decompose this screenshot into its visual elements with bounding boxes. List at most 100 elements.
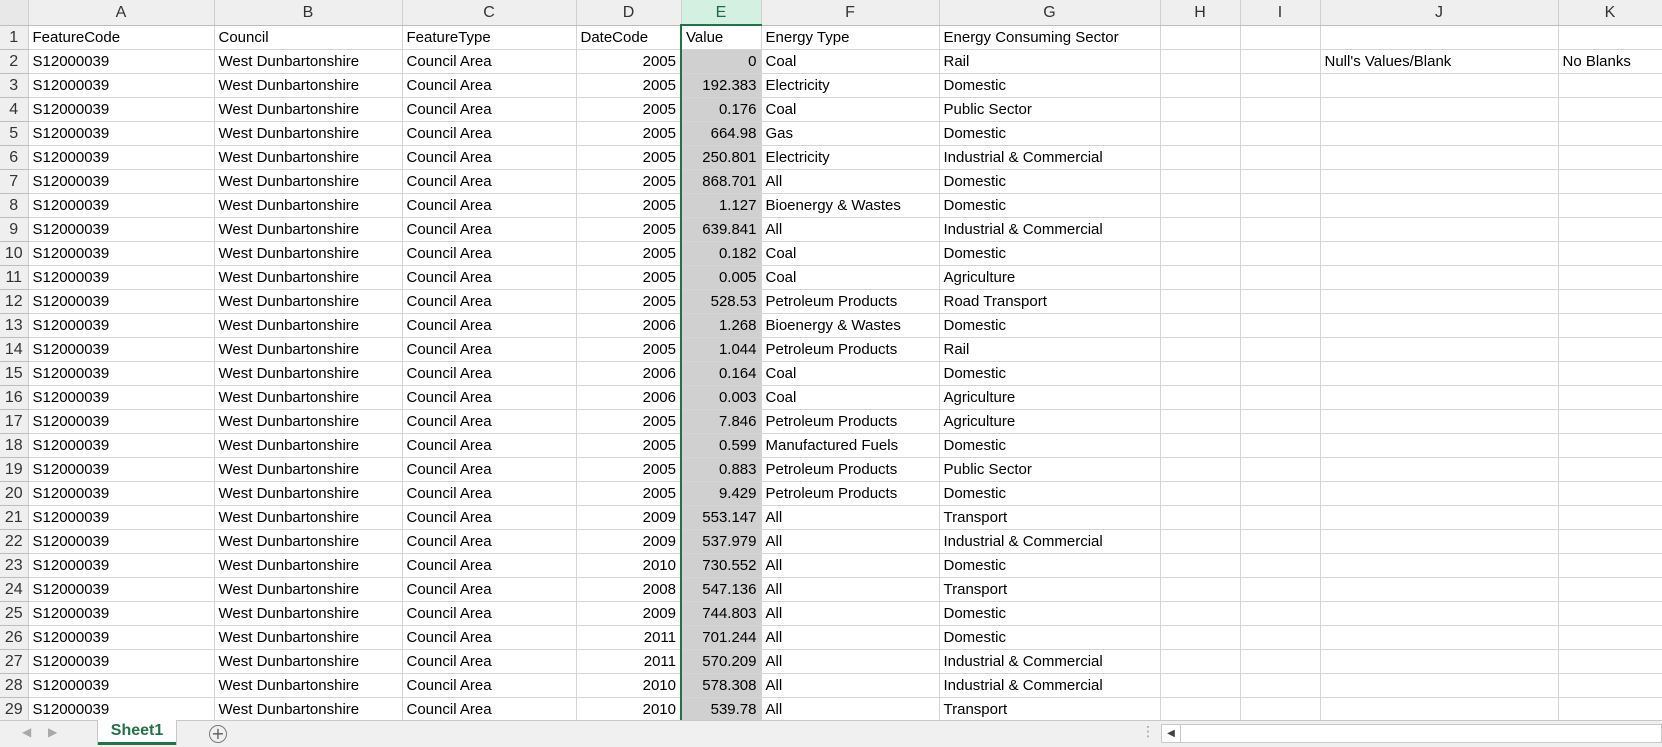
cell-j[interactable]: [1320, 673, 1559, 698]
cell-j[interactable]: [1320, 337, 1559, 362]
cell-b[interactable]: West Dunbartonshire: [214, 601, 403, 626]
cell-i[interactable]: [1240, 673, 1321, 698]
cell-g[interactable]: Industrial & Commercial: [939, 673, 1161, 698]
cell-d[interactable]: 2005: [576, 193, 682, 218]
cell-k[interactable]: [1558, 169, 1662, 194]
cell-d[interactable]: 2008: [576, 577, 682, 602]
cell-i[interactable]: [1240, 145, 1321, 170]
cell-c[interactable]: Council Area: [402, 577, 577, 602]
cell-f[interactable]: Coal: [761, 241, 940, 266]
cell-f[interactable]: All: [761, 649, 940, 674]
cell-f[interactable]: Petroleum Products: [761, 289, 940, 314]
cell-b[interactable]: West Dunbartonshire: [214, 121, 403, 146]
cell-h[interactable]: [1160, 145, 1241, 170]
cell-f[interactable]: All: [761, 625, 940, 650]
cell-h[interactable]: [1160, 49, 1241, 74]
row-header[interactable]: 1: [0, 25, 29, 50]
cell-f[interactable]: Bioenergy & Wastes: [761, 313, 940, 338]
cell-e[interactable]: Value: [680, 24, 762, 50]
tab-splitter-handle[interactable]: ⋮: [1141, 724, 1155, 740]
cell-e[interactable]: 0.164: [680, 361, 762, 386]
cell-j[interactable]: [1320, 217, 1559, 242]
cell-i[interactable]: [1240, 553, 1321, 578]
cell-a[interactable]: S12000039: [28, 97, 215, 122]
cell-h[interactable]: [1160, 601, 1241, 626]
cell-c[interactable]: Council Area: [402, 217, 577, 242]
cell-f[interactable]: All: [761, 553, 940, 578]
row-header[interactable]: 26: [0, 625, 29, 650]
cell-f[interactable]: Petroleum Products: [761, 337, 940, 362]
cell-b[interactable]: West Dunbartonshire: [214, 409, 403, 434]
row-header[interactable]: 28: [0, 673, 29, 698]
cell-c[interactable]: Council Area: [402, 241, 577, 266]
cell-i[interactable]: [1240, 385, 1321, 410]
cell-c[interactable]: Council Area: [402, 313, 577, 338]
cell-e[interactable]: 250.801: [680, 145, 762, 170]
cell-a[interactable]: S12000039: [28, 121, 215, 146]
cell-j[interactable]: Null's Values/Blank: [1320, 49, 1559, 74]
cell-i[interactable]: [1240, 625, 1321, 650]
cell-h[interactable]: [1160, 25, 1241, 50]
cell-c[interactable]: Council Area: [402, 193, 577, 218]
cell-a[interactable]: S12000039: [28, 577, 215, 602]
cell-g[interactable]: Transport: [939, 577, 1161, 602]
cell-k[interactable]: [1558, 481, 1662, 506]
row-header[interactable]: 8: [0, 193, 29, 218]
row-header[interactable]: 5: [0, 121, 29, 146]
cell-g[interactable]: Domestic: [939, 433, 1161, 458]
cell-a[interactable]: FeatureCode: [28, 25, 215, 50]
cell-f[interactable]: All: [761, 577, 940, 602]
cell-i[interactable]: [1240, 601, 1321, 626]
row-header[interactable]: 9: [0, 217, 29, 242]
cell-b[interactable]: West Dunbartonshire: [214, 193, 403, 218]
cell-c[interactable]: Council Area: [402, 361, 577, 386]
cell-f[interactable]: All: [761, 169, 940, 194]
horizontal-scrollbar[interactable]: ◀: [1161, 724, 1662, 743]
cell-i[interactable]: [1240, 313, 1321, 338]
cell-e[interactable]: 744.803: [680, 601, 762, 626]
cell-b[interactable]: West Dunbartonshire: [214, 337, 403, 362]
cell-g[interactable]: Domestic: [939, 73, 1161, 98]
cell-a[interactable]: S12000039: [28, 481, 215, 506]
cell-e[interactable]: 0.599: [680, 433, 762, 458]
cell-h[interactable]: [1160, 217, 1241, 242]
row-header[interactable]: 6: [0, 145, 29, 170]
cell-b[interactable]: West Dunbartonshire: [214, 361, 403, 386]
cell-k[interactable]: [1558, 385, 1662, 410]
cell-i[interactable]: [1240, 433, 1321, 458]
cell-d[interactable]: 2005: [576, 97, 682, 122]
column-header-f[interactable]: F: [761, 0, 940, 26]
cell-a[interactable]: S12000039: [28, 217, 215, 242]
cell-g[interactable]: Transport: [939, 697, 1161, 720]
cell-c[interactable]: Council Area: [402, 337, 577, 362]
cell-g[interactable]: Industrial & Commercial: [939, 649, 1161, 674]
cell-j[interactable]: [1320, 193, 1559, 218]
row-header[interactable]: 20: [0, 481, 29, 506]
cell-d[interactable]: 2005: [576, 481, 682, 506]
row-header[interactable]: 14: [0, 337, 29, 362]
cell-g[interactable]: Public Sector: [939, 97, 1161, 122]
cell-h[interactable]: [1160, 337, 1241, 362]
cell-i[interactable]: [1240, 49, 1321, 74]
cell-k[interactable]: [1558, 217, 1662, 242]
column-header-c[interactable]: C: [402, 0, 577, 26]
cell-e[interactable]: 1.268: [680, 313, 762, 338]
cell-j[interactable]: [1320, 577, 1559, 602]
cell-k[interactable]: [1558, 457, 1662, 482]
cell-d[interactable]: 2005: [576, 433, 682, 458]
cell-j[interactable]: [1320, 529, 1559, 554]
cell-e[interactable]: 9.429: [680, 481, 762, 506]
cell-b[interactable]: West Dunbartonshire: [214, 505, 403, 530]
cell-h[interactable]: [1160, 625, 1241, 650]
cell-e[interactable]: 701.244: [680, 625, 762, 650]
cell-b[interactable]: West Dunbartonshire: [214, 217, 403, 242]
row-header[interactable]: 25: [0, 601, 29, 626]
cell-g[interactable]: Rail: [939, 337, 1161, 362]
cell-k[interactable]: [1558, 193, 1662, 218]
cell-k[interactable]: [1558, 697, 1662, 720]
cell-f[interactable]: All: [761, 601, 940, 626]
cell-b[interactable]: West Dunbartonshire: [214, 457, 403, 482]
cell-i[interactable]: [1240, 169, 1321, 194]
cell-b[interactable]: West Dunbartonshire: [214, 49, 403, 74]
cell-h[interactable]: [1160, 505, 1241, 530]
